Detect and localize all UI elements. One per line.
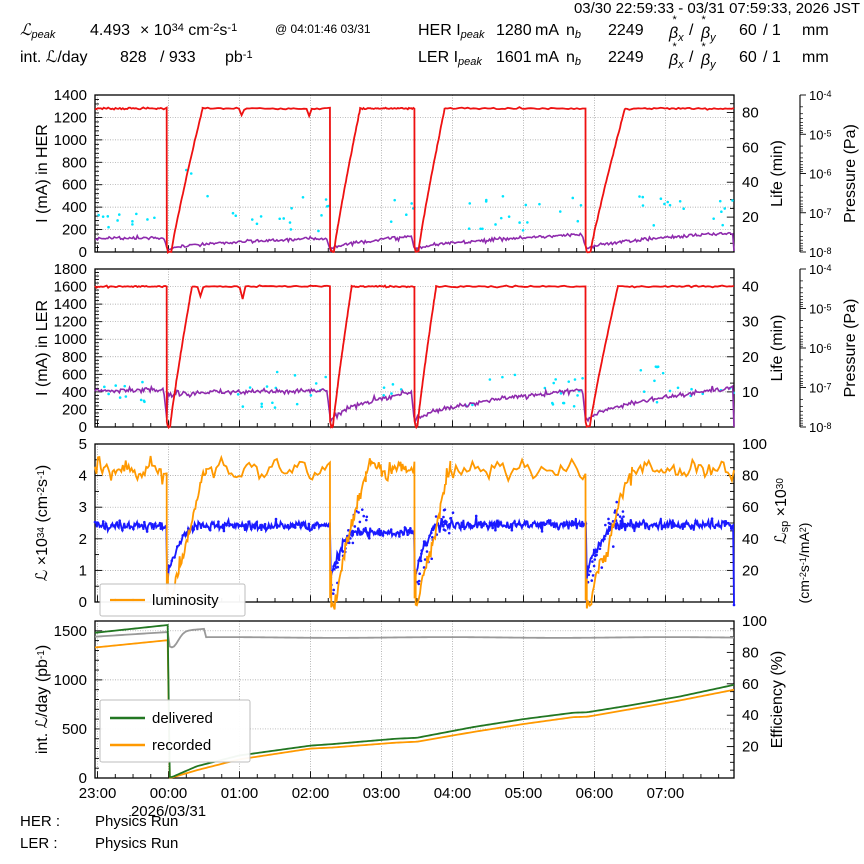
svg-text:01:00: 01:00: [221, 785, 259, 802]
svg-text:02:00: 02:00: [292, 785, 330, 802]
svg-text:20: 20: [742, 562, 759, 579]
svg-text:Efficiency (%): Efficiency (%): [769, 651, 786, 749]
svg-text:/: /: [689, 49, 694, 66]
svg-text:400: 400: [62, 199, 87, 216]
svg-text:1280: 1280: [496, 22, 532, 39]
svg-text:I (mA) in LER: I (mA) in LER: [34, 300, 51, 396]
svg-text:1200: 1200: [54, 314, 87, 331]
svg-text:mm: mm: [802, 22, 829, 39]
svg-text:500: 500: [62, 721, 87, 738]
svg-text:06:00: 06:00: [576, 785, 614, 802]
svg-text:1400: 1400: [54, 296, 87, 313]
svg-text:40: 40: [742, 174, 759, 191]
svg-text:00:00: 00:00: [150, 785, 188, 802]
svg-text:05:00: 05:00: [505, 785, 543, 802]
svg-text:4.493: 4.493: [90, 22, 130, 39]
svg-text:Physics Run: Physics Run: [95, 813, 178, 830]
svg-text:800: 800: [62, 349, 87, 366]
svg-text:40: 40: [742, 279, 759, 296]
svg-text:× 1034 cm-2s-1: × 1034 cm-2s-1: [140, 22, 237, 39]
svg-text:1000: 1000: [54, 672, 87, 689]
svg-text:2249: 2249: [608, 22, 644, 39]
svg-text:0: 0: [79, 594, 87, 611]
svg-text:1600: 1600: [54, 279, 87, 296]
svg-text:20: 20: [742, 739, 759, 756]
svg-text:80: 80: [742, 468, 759, 485]
svg-text:1601: 1601: [496, 49, 532, 66]
svg-text:Life (min): Life (min): [769, 315, 786, 382]
svg-text:Life (min): Life (min): [769, 140, 786, 207]
svg-text:40: 40: [742, 531, 759, 548]
svg-text:60: 60: [739, 49, 757, 66]
svg-text:5: 5: [79, 436, 87, 453]
svg-text:int. ℒ/day: int. ℒ/day: [20, 49, 88, 66]
svg-text:Pressure (Pa): Pressure (Pa): [842, 124, 859, 223]
svg-text:400: 400: [62, 384, 87, 401]
svg-text:/ 933: / 933: [160, 49, 196, 66]
svg-text:/: /: [689, 22, 694, 39]
svg-text:800: 800: [62, 154, 87, 171]
svg-text:/ 1: / 1: [763, 49, 781, 66]
svg-text:60: 60: [742, 139, 759, 156]
svg-text:04:00: 04:00: [434, 785, 472, 802]
svg-text:200: 200: [62, 222, 87, 239]
svg-text:07:00: 07:00: [647, 785, 685, 802]
svg-text:@ 04:01:46 03/31: @ 04:01:46 03/31: [275, 22, 371, 36]
svg-text:10: 10: [742, 384, 759, 401]
svg-text:80: 80: [742, 644, 759, 661]
svg-text:HER :: HER :: [20, 813, 60, 830]
svg-text:60: 60: [742, 499, 759, 516]
svg-text:200: 200: [62, 401, 87, 418]
svg-text:1500: 1500: [54, 623, 87, 640]
svg-text:Pressure (Pa): Pressure (Pa): [842, 299, 859, 398]
svg-text:828: 828: [120, 49, 147, 66]
svg-text:2: 2: [79, 531, 87, 548]
svg-text:30: 30: [742, 314, 759, 331]
svg-text:600: 600: [62, 177, 87, 194]
svg-text:mA: mA: [535, 49, 559, 66]
svg-text:ℒ ×1034 (cm-2s-1): ℒ ×1034 (cm-2s-1): [34, 465, 51, 581]
svg-text:mA: mA: [535, 22, 559, 39]
svg-text:1200: 1200: [54, 109, 87, 126]
svg-text:LER :: LER :: [20, 835, 58, 852]
svg-text:600: 600: [62, 366, 87, 383]
svg-text:1: 1: [79, 562, 87, 579]
svg-text:03/30 22:59:33 - 03/31 07:59:3: 03/30 22:59:33 - 03/31 07:59:33, 2026 JS…: [574, 0, 860, 17]
svg-text:int. ℒ/day (pb-1): int. ℒ/day (pb-1): [34, 645, 51, 754]
svg-text:/ 1: / 1: [763, 22, 781, 39]
svg-text:0: 0: [79, 419, 87, 436]
svg-text:recorded: recorded: [152, 737, 211, 754]
svg-text:2249: 2249: [608, 49, 644, 66]
svg-text:60: 60: [739, 22, 757, 39]
svg-text:20: 20: [742, 209, 759, 226]
svg-text:1000: 1000: [54, 331, 87, 348]
svg-text:3: 3: [79, 499, 87, 516]
svg-text:1000: 1000: [54, 132, 87, 149]
svg-text:delivered: delivered: [152, 710, 213, 727]
svg-text:luminosity: luminosity: [152, 592, 219, 609]
svg-text:mm: mm: [802, 49, 829, 66]
svg-text:4: 4: [79, 468, 87, 485]
svg-text:23:00: 23:00: [79, 785, 117, 802]
svg-text:60: 60: [742, 676, 759, 693]
svg-text:100: 100: [742, 436, 767, 453]
svg-text:I (mA) in HER: I (mA) in HER: [34, 124, 51, 223]
svg-text:03:00: 03:00: [363, 785, 401, 802]
svg-text:20: 20: [742, 349, 759, 366]
svg-text:Physics Run: Physics Run: [95, 835, 178, 852]
svg-text:0: 0: [79, 244, 87, 261]
svg-text:100: 100: [742, 613, 767, 630]
svg-text:1800: 1800: [54, 261, 87, 278]
svg-text:80: 80: [742, 104, 759, 121]
svg-text:40: 40: [742, 707, 759, 724]
svg-text:1400: 1400: [54, 87, 87, 104]
